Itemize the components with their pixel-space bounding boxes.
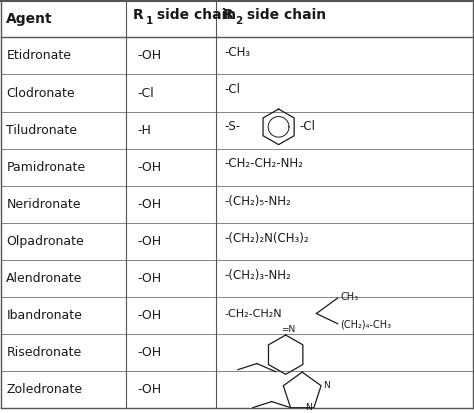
Text: -Cl: -Cl <box>299 120 315 133</box>
Text: Neridronate: Neridronate <box>6 198 81 211</box>
Text: -OH: -OH <box>138 309 162 322</box>
Text: Pamidronate: Pamidronate <box>6 161 85 174</box>
Text: -H: -H <box>138 123 152 137</box>
Text: -OH: -OH <box>138 272 162 285</box>
Text: Olpadronate: Olpadronate <box>6 235 84 248</box>
Text: Etidronate: Etidronate <box>6 50 72 62</box>
Text: (CH₂)₄-CH₃: (CH₂)₄-CH₃ <box>340 320 391 330</box>
Text: Risedronate: Risedronate <box>6 346 82 359</box>
Text: Tiludronate: Tiludronate <box>6 123 77 137</box>
Text: 2: 2 <box>236 16 243 26</box>
Text: side chain: side chain <box>152 8 236 22</box>
Text: -(CH₂)₅-NH₂: -(CH₂)₅-NH₂ <box>224 195 291 207</box>
Text: -(CH₂)₂N(CH₃)₂: -(CH₂)₂N(CH₃)₂ <box>224 232 309 244</box>
Text: -CH₂-CH₂-NH₂: -CH₂-CH₂-NH₂ <box>224 157 303 171</box>
Text: side chain: side chain <box>242 8 326 22</box>
Text: Zoledronate: Zoledronate <box>6 383 82 396</box>
Text: R: R <box>223 8 234 22</box>
Text: N: N <box>305 403 311 412</box>
Text: =N: =N <box>281 325 295 334</box>
Text: -OH: -OH <box>138 161 162 174</box>
Text: -CH₂-CH₂N: -CH₂-CH₂N <box>224 309 282 318</box>
Text: R: R <box>133 8 144 22</box>
Text: -S-: -S- <box>224 120 240 133</box>
Text: Clodronate: Clodronate <box>6 86 75 100</box>
Text: -OH: -OH <box>138 50 162 62</box>
Text: Ibandronate: Ibandronate <box>6 309 82 322</box>
Text: Alendronate: Alendronate <box>6 272 83 285</box>
Text: N: N <box>323 381 330 390</box>
Text: -OH: -OH <box>138 346 162 359</box>
Text: -Cl: -Cl <box>138 86 155 100</box>
Text: -OH: -OH <box>138 383 162 396</box>
Text: 1: 1 <box>146 16 153 26</box>
Text: Agent: Agent <box>6 12 53 26</box>
Text: -Cl: -Cl <box>224 83 240 96</box>
Text: -OH: -OH <box>138 198 162 211</box>
Text: -OH: -OH <box>138 235 162 248</box>
Text: CH₃: CH₃ <box>340 292 358 302</box>
Text: -CH₃: -CH₃ <box>224 46 250 59</box>
Text: -(CH₂)₃-NH₂: -(CH₂)₃-NH₂ <box>224 269 291 282</box>
